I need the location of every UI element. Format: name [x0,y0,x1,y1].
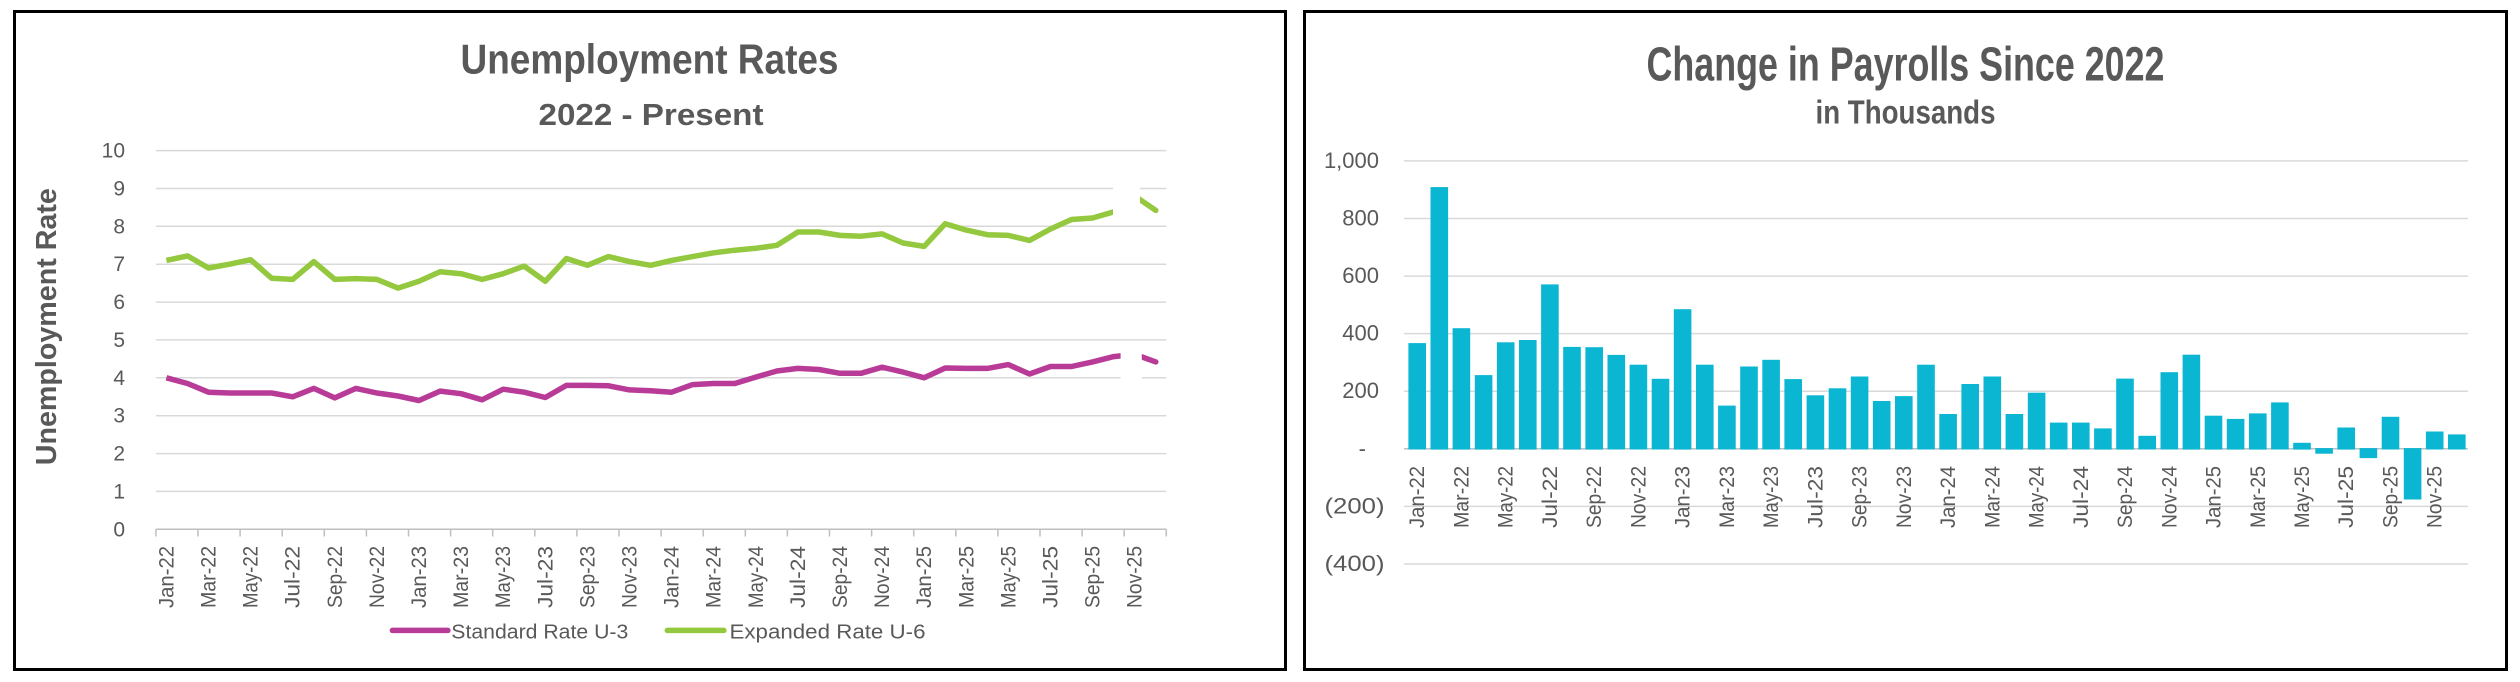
svg-text:May-25: May-25 [997,546,1020,608]
svg-text:Expanded Rate U-6: Expanded Rate U-6 [730,622,926,644]
svg-text:Sep-25: Sep-25 [2380,466,2403,528]
svg-text:Nov-25: Nov-25 [1124,546,1147,608]
svg-text:Jan-23: Jan-23 [1672,466,1695,528]
svg-text:May-22: May-22 [240,546,263,608]
svg-text:Sep-23: Sep-23 [576,546,599,608]
svg-text:Nov-22: Nov-22 [366,546,389,608]
svg-text:Nov-23: Nov-23 [619,546,642,608]
svg-text:4: 4 [113,367,125,390]
svg-text:2: 2 [113,443,125,466]
svg-text:10: 10 [102,140,125,163]
svg-text:-: - [1359,436,1366,461]
svg-text:Sep-25: Sep-25 [1082,546,1105,608]
svg-text:Unemployment Rate: Unemployment Rate [31,188,63,465]
svg-text:0: 0 [113,518,125,541]
svg-text:Unemployment Rates: Unemployment Rates [461,36,839,83]
svg-text:Sep-22: Sep-22 [1583,466,1606,528]
svg-text:Nov-25: Nov-25 [2424,466,2447,528]
svg-text:Mar-22: Mar-22 [1450,466,1473,528]
svg-text:600: 600 [1342,263,1379,288]
svg-text:Sep-24: Sep-24 [2114,466,2137,528]
svg-text:Jul-25: Jul-25 [2335,466,2358,528]
svg-text:Sep-22: Sep-22 [324,546,347,608]
svg-text:May-23: May-23 [1760,466,1783,528]
svg-text:Change in Payrolls Since 2022: Change in Payrolls Since 2022 [1647,38,2165,91]
svg-text:(200): (200) [1325,493,1385,518]
svg-text:Mar-25: Mar-25 [955,546,978,608]
svg-text:Jan-22: Jan-22 [155,546,178,608]
svg-text:Jul-22: Jul-22 [282,546,305,608]
svg-text:Jul-23: Jul-23 [534,546,557,608]
svg-text:1,000: 1,000 [1324,148,1379,173]
svg-text:Mar-24: Mar-24 [1981,466,2004,528]
svg-text:Jan-24: Jan-24 [1937,466,1960,528]
svg-text:5: 5 [113,329,125,352]
svg-text:Jul-24: Jul-24 [2070,466,2093,528]
svg-text:Standard Rate U-3: Standard Rate U-3 [451,622,628,644]
svg-text:3: 3 [113,405,125,428]
svg-text:Mar-22: Mar-22 [198,546,221,608]
svg-text:800: 800 [1342,206,1379,231]
svg-text:6: 6 [113,291,125,314]
svg-text:Sep-23: Sep-23 [1849,466,1872,528]
svg-text:Mar-23: Mar-23 [450,546,473,608]
svg-text:Mar-25: Mar-25 [2247,466,2270,528]
svg-text:Jul-23: Jul-23 [1804,466,1827,528]
svg-text:(400): (400) [1325,551,1385,576]
svg-text:Nov-22: Nov-22 [1627,466,1650,528]
svg-text:400: 400 [1342,321,1379,346]
svg-text:Jan-23: Jan-23 [408,546,431,608]
svg-text:Jul-24: Jul-24 [787,546,810,608]
svg-text:Nov-24: Nov-24 [871,546,894,608]
svg-text:1: 1 [113,480,125,503]
svg-text:May-24: May-24 [2026,466,2049,528]
svg-text:Nov-24: Nov-24 [2158,466,2181,528]
svg-text:Sep-24: Sep-24 [829,546,852,608]
svg-text:200: 200 [1342,378,1379,403]
svg-text:Jan-22: Jan-22 [1406,466,1429,528]
svg-text:Jul-22: Jul-22 [1539,466,1562,528]
svg-text:May-25: May-25 [2291,466,2314,528]
svg-text:7: 7 [113,253,125,276]
svg-text:Jan-25: Jan-25 [913,546,936,608]
svg-text:Jan-24: Jan-24 [661,546,684,608]
svg-text:Mar-23: Mar-23 [1716,466,1739,528]
svg-text:May-23: May-23 [492,546,515,608]
svg-text:Nov-23: Nov-23 [1893,466,1916,528]
svg-text:2022 - Present: 2022 - Present [539,97,764,132]
svg-text:May-24: May-24 [745,546,768,608]
svg-text:Mar-24: Mar-24 [703,546,726,608]
svg-text:in Thousands: in Thousands [1816,93,1996,130]
svg-text:Jul-25: Jul-25 [1040,546,1063,608]
svg-text:May-22: May-22 [1495,466,1518,528]
svg-text:Jan-25: Jan-25 [2203,466,2226,528]
svg-text:9: 9 [113,178,125,201]
svg-text:8: 8 [113,215,125,238]
